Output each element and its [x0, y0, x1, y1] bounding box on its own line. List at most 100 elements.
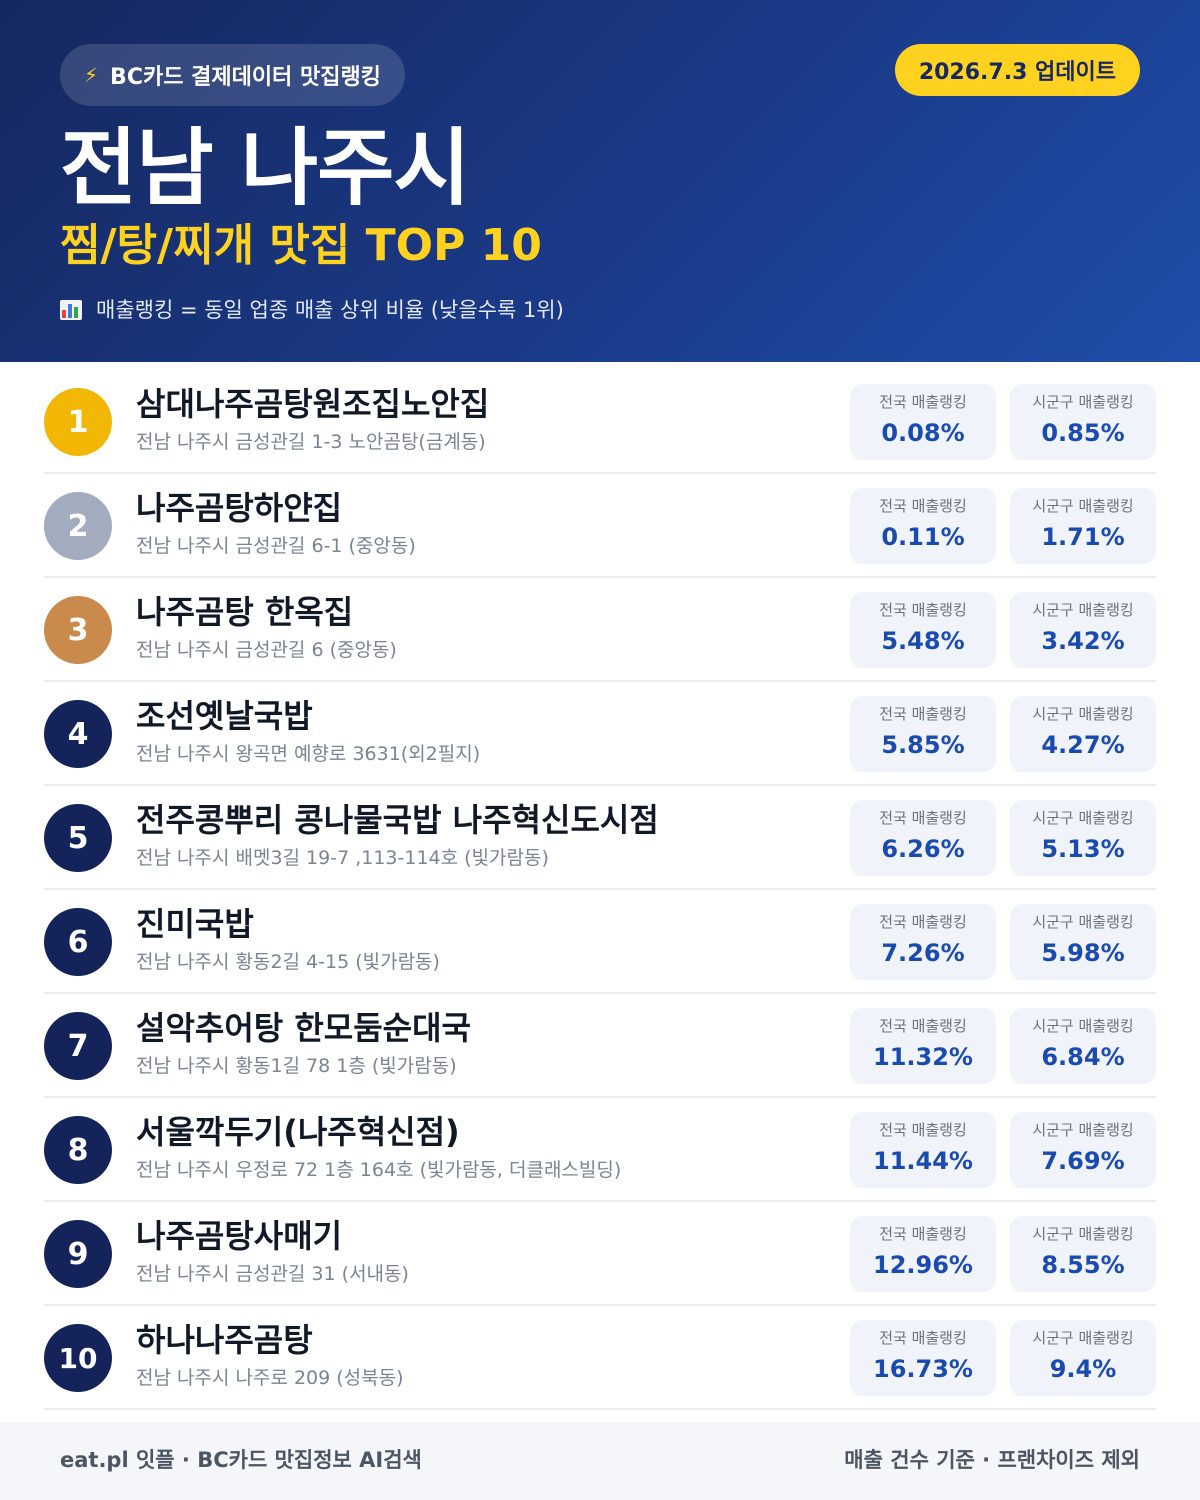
- local-ranking-label: 시군구 매출랭킹: [1032, 913, 1134, 931]
- rank-badge: 7: [44, 1012, 112, 1080]
- local-ranking-label: 시군구 매출랭킹: [1032, 497, 1134, 515]
- local-ranking-value: 9.4%: [1049, 1355, 1117, 1383]
- national-ranking-label: 전국 매출랭킹: [879, 1121, 967, 1139]
- restaurant-address: 전남 나주시 우정로 72 1층 164호 (빛가람동, 더클래스빌딩): [136, 1159, 622, 1181]
- local-ranking-box: 시군구 매출랭킹 9.4%: [1010, 1320, 1156, 1396]
- local-ranking-box: 시군구 매출랭킹 3.42%: [1010, 592, 1156, 668]
- national-ranking-box: 전국 매출랭킹 11.44%: [850, 1112, 996, 1188]
- rank-badge: 10: [44, 1324, 112, 1392]
- local-ranking-value: 7.69%: [1041, 1147, 1125, 1175]
- restaurant-name[interactable]: 서울깍두기(나주혁신점): [136, 1113, 460, 1151]
- local-ranking-label: 시군구 매출랭킹: [1032, 1329, 1134, 1347]
- national-ranking-box: 전국 매출랭킹 6.26%: [850, 800, 996, 876]
- local-ranking-value: 4.27%: [1041, 731, 1125, 759]
- local-ranking-value: 1.71%: [1041, 523, 1125, 551]
- restaurant-name[interactable]: 나주곰탕하얀집: [136, 489, 343, 527]
- restaurant-address: 전남 나주시 나주로 209 (성북동): [136, 1367, 404, 1389]
- rank-badge: 1: [44, 388, 112, 456]
- local-ranking-box: 시군구 매출랭킹 1.71%: [1010, 488, 1156, 564]
- restaurant-name[interactable]: 삼대나주곰탕원조집노안집: [136, 385, 490, 423]
- national-ranking-label: 전국 매출랭킹: [879, 1017, 967, 1035]
- restaurant-row[interactable]: 8 서울깍두기(나주혁신점) 전남 나주시 우정로 72 1층 164호 (빛가람동…: [44, 1098, 1156, 1202]
- local-ranking-value: 0.85%: [1041, 419, 1125, 447]
- restaurant-name[interactable]: 조선옛날국밥: [136, 697, 313, 735]
- rank-badge: 2: [44, 492, 112, 560]
- rank-badge: 6: [44, 908, 112, 976]
- rank-badge: 5: [44, 804, 112, 872]
- restaurant-name[interactable]: 나주곰탕사매기: [136, 1217, 343, 1255]
- restaurant-row[interactable]: 3 나주곰탕 한옥집 전남 나주시 금성관길 6 (중앙동) 전국 매출랭킹 5.48%…: [44, 578, 1156, 682]
- restaurant-name[interactable]: 나주곰탕 한옥집: [136, 593, 354, 631]
- restaurant-address: 전남 나주시 금성관길 1-3 노안곰탕(금계동): [136, 431, 486, 453]
- national-ranking-label: 전국 매출랭킹: [879, 1329, 967, 1347]
- local-ranking-box: 시군구 매출랭킹 5.98%: [1010, 904, 1156, 980]
- ranking-note: 매출랭킹 = 동일 업종 매출 상위 비율 (낮을수록 1위): [60, 294, 564, 326]
- brand-pill: ⚡ BC카드 결제데이터 맛집랭킹: [60, 44, 405, 106]
- national-ranking-label: 전국 매출랭킹: [879, 1225, 967, 1243]
- local-ranking-value: 5.13%: [1041, 835, 1125, 863]
- national-ranking-box: 전국 매출랭킹 0.11%: [850, 488, 996, 564]
- footer: eat.pl 잇플 · BC카드 맛집정보 AI검색 매출 건수 기준 · 프랜…: [0, 1422, 1200, 1500]
- national-ranking-box: 전국 매출랭킹 11.32%: [850, 1008, 996, 1084]
- local-ranking-label: 시군구 매출랭킹: [1032, 705, 1134, 723]
- bar-chart-icon: [60, 300, 82, 320]
- local-ranking-box: 시군구 매출랭킹 8.55%: [1010, 1216, 1156, 1292]
- restaurant-row[interactable]: 2 나주곰탕하얀집 전남 나주시 금성관길 6-1 (중앙동) 전국 매출랭킹 0.11…: [44, 474, 1156, 578]
- local-ranking-label: 시군구 매출랭킹: [1032, 601, 1134, 619]
- national-ranking-label: 전국 매출랭킹: [879, 913, 967, 931]
- page-subtitle: 찜/탕/찌개 맛집 TOP 10: [60, 220, 542, 271]
- update-badge: 2026.7.3 업데이트: [894, 44, 1140, 96]
- local-ranking-label: 시군구 매출랭킹: [1032, 809, 1134, 827]
- national-ranking-value: 5.85%: [881, 731, 965, 759]
- national-ranking-value: 5.48%: [881, 627, 965, 655]
- brand-label: BC카드 결제데이터 맛집랭킹: [110, 65, 381, 90]
- local-ranking-box: 시군구 매출랭킹 6.84%: [1010, 1008, 1156, 1084]
- national-ranking-label: 전국 매출랭킹: [879, 705, 967, 723]
- national-ranking-box: 전국 매출랭킹 0.08%: [850, 384, 996, 460]
- rank-badge: 4: [44, 700, 112, 768]
- lightning-bolt-icon: ⚡: [84, 63, 99, 87]
- national-ranking-value: 16.73%: [873, 1355, 973, 1383]
- restaurant-address: 전남 나주시 왕곡면 예향로 3631(외2필지): [136, 743, 481, 765]
- national-ranking-label: 전국 매출랭킹: [879, 497, 967, 515]
- local-ranking-box: 시군구 매출랭킹 7.69%: [1010, 1112, 1156, 1188]
- restaurant-name[interactable]: 하나나주곰탕: [136, 1321, 313, 1359]
- restaurant-address: 전남 나주시 금성관길 31 (서내동): [136, 1263, 409, 1285]
- national-ranking-box: 전국 매출랭킹 16.73%: [850, 1320, 996, 1396]
- local-ranking-value: 8.55%: [1041, 1251, 1125, 1279]
- local-ranking-value: 3.42%: [1041, 627, 1125, 655]
- local-ranking-value: 5.98%: [1041, 939, 1125, 967]
- national-ranking-value: 0.11%: [881, 523, 965, 551]
- national-ranking-value: 6.26%: [881, 835, 965, 863]
- restaurant-address: 전남 나주시 배멧3길 19-7 ,113-114호 (빛가람동): [136, 847, 549, 869]
- local-ranking-label: 시군구 매출랭킹: [1032, 1225, 1134, 1243]
- rank-badge: 9: [44, 1220, 112, 1288]
- national-ranking-label: 전국 매출랭킹: [879, 601, 967, 619]
- national-ranking-box: 전국 매출랭킹 12.96%: [850, 1216, 996, 1292]
- local-ranking-box: 시군구 매출랭킹 0.85%: [1010, 384, 1156, 460]
- restaurant-name[interactable]: 전주콩뿌리 콩나물국밥 나주혁신도시점: [136, 801, 659, 839]
- restaurant-address: 전남 나주시 황동1길 78 1층 (빛가람동): [136, 1055, 457, 1077]
- national-ranking-box: 전국 매출랭킹 5.85%: [850, 696, 996, 772]
- national-ranking-label: 전국 매출랭킹: [879, 393, 967, 411]
- ranking-note-text: 매출랭킹 = 동일 업종 매출 상위 비율 (낮을수록 1위): [96, 298, 564, 322]
- local-ranking-value: 6.84%: [1041, 1043, 1125, 1071]
- local-ranking-label: 시군구 매출랭킹: [1032, 1121, 1134, 1139]
- local-ranking-box: 시군구 매출랭킹 5.13%: [1010, 800, 1156, 876]
- restaurant-address: 전남 나주시 황동2길 4-15 (빛가람동): [136, 951, 440, 973]
- local-ranking-label: 시군구 매출랭킹: [1032, 1017, 1134, 1035]
- rank-badge: 8: [44, 1116, 112, 1184]
- national-ranking-value: 11.44%: [873, 1147, 973, 1175]
- restaurant-row[interactable]: 6 진미국밥 전남 나주시 황동2길 4-15 (빛가람동) 전국 매출랭킹 7.26%…: [44, 890, 1156, 994]
- footer-criteria: 매출 건수 기준 · 프랜차이즈 제외: [844, 1448, 1140, 1472]
- national-ranking-value: 12.96%: [873, 1251, 973, 1279]
- footer-source: eat.pl 잇플 · BC카드 맛집정보 AI검색: [60, 1448, 422, 1472]
- restaurant-name[interactable]: 설악추어탕 한모둠순대국: [136, 1009, 471, 1047]
- restaurant-name[interactable]: 진미국밥: [136, 905, 254, 943]
